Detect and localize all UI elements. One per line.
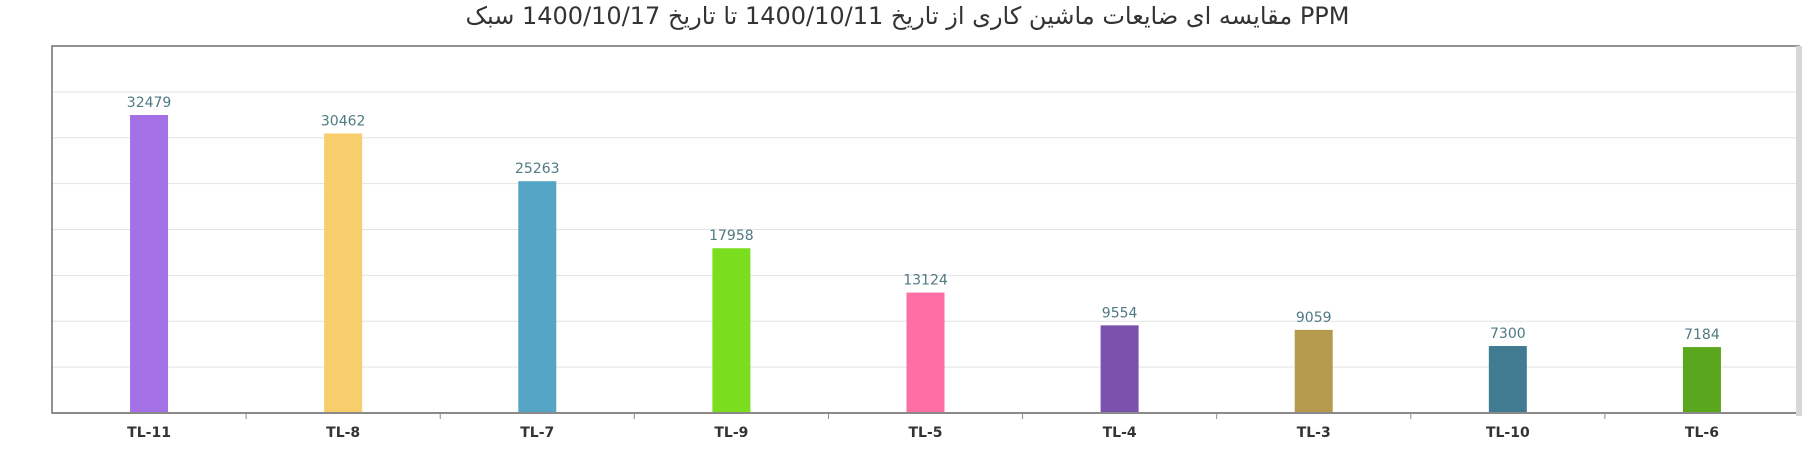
bar-tl-5[interactable]: [906, 292, 945, 413]
bars: [130, 115, 1721, 413]
bar-tl-11[interactable]: [130, 115, 169, 413]
x-tick-label: TL-9: [714, 425, 748, 441]
bar-tl-10[interactable]: [1488, 346, 1527, 413]
data-label: 7300: [1490, 326, 1526, 342]
x-tick-label: TL-6: [1685, 425, 1719, 441]
data-label: 17958: [709, 228, 754, 244]
data-label: 13124: [903, 273, 948, 289]
x-tick-label: TL-8: [326, 425, 360, 441]
data-label: 9059: [1296, 310, 1332, 326]
data-label: 32479: [127, 95, 172, 111]
bar-tl-4[interactable]: [1100, 325, 1139, 413]
x-axis: TL-11 TL-8 TL-7 TL-9 TL-5 TL-4 TL-3 TL-10 TL-6: [52, 412, 1799, 441]
data-label: 25263: [515, 161, 560, 177]
chart-title: PPM مقایسه ای ضایعات ماشین کاری از تاریخ…: [465, 2, 1350, 30]
x-tick-label: TL-4: [1103, 425, 1137, 441]
data-label: 9554: [1102, 305, 1138, 321]
x-tick-label: TL-10: [1486, 425, 1530, 441]
scrollbar[interactable]: [1796, 46, 1802, 416]
x-tick-label: TL-5: [908, 425, 942, 441]
x-tick-label: TL-7: [520, 425, 554, 441]
data-label: 7184: [1684, 327, 1720, 343]
bar-tl-9[interactable]: [712, 248, 751, 413]
bar-tl-3[interactable]: [1294, 329, 1333, 413]
bar-tl-7[interactable]: [518, 181, 557, 413]
x-tick-label: TL-3: [1297, 425, 1331, 441]
data-labels: 32479 30462 25263 17958 13124 9554 9059 7300 718…: [127, 95, 1720, 343]
data-label: 30462: [321, 114, 366, 130]
x-tick-label: TL-11: [127, 425, 171, 441]
bar-tl-6[interactable]: [1682, 347, 1721, 413]
bar-tl-8[interactable]: [324, 133, 363, 413]
